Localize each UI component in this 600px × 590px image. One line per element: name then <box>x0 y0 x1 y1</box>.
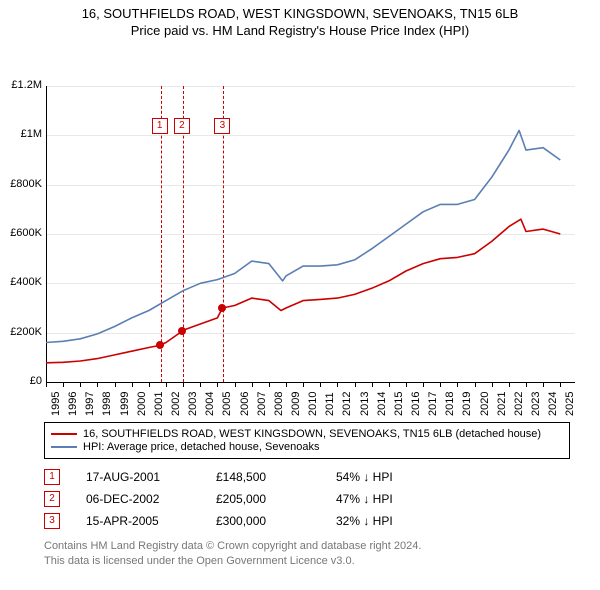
x-axis-label: 2012 <box>341 392 353 416</box>
x-axis-label: 2021 <box>496 392 508 416</box>
x-axis-label: 2011 <box>324 392 336 416</box>
title-line-2: Price paid vs. HM Land Registry's House … <box>0 23 600 38</box>
x-axis-label: 2006 <box>239 392 251 416</box>
transaction-marker: 1 <box>44 469 60 485</box>
x-axis-label: 1997 <box>84 392 96 416</box>
x-axis-label: 1999 <box>119 392 131 416</box>
x-axis-label: 2004 <box>204 392 216 416</box>
property-series-line <box>0 42 578 386</box>
transaction-vs-hpi: 32% ↓ HPI <box>336 514 496 528</box>
x-axis-label: 2025 <box>564 392 576 416</box>
chart-title-block: 16, SOUTHFIELDS ROAD, WEST KINGSDOWN, SE… <box>0 0 600 38</box>
transaction-vs-hpi: 54% ↓ HPI <box>336 470 496 484</box>
legend-swatch <box>51 446 77 448</box>
transaction-price: £148,500 <box>216 470 336 484</box>
x-axis-label: 2005 <box>221 392 233 416</box>
table-row: 2 06-DEC-2002 £205,000 47% ↓ HPI <box>44 491 570 507</box>
transaction-marker: 3 <box>44 513 60 529</box>
x-axis-label: 2023 <box>530 392 542 416</box>
transaction-price: £300,000 <box>216 514 336 528</box>
x-axis-label: 2022 <box>513 392 525 416</box>
x-axis-label: 1996 <box>67 392 79 416</box>
x-axis-label: 1998 <box>101 392 113 416</box>
table-row: 1 17-AUG-2001 £148,500 54% ↓ HPI <box>44 469 570 485</box>
footer-line: This data is licensed under the Open Gov… <box>44 554 570 569</box>
x-axis-label: 2014 <box>376 392 388 416</box>
x-axis-label: 2010 <box>307 392 319 416</box>
x-axis-label: 2018 <box>444 392 456 416</box>
x-axis-label: 2013 <box>359 392 371 416</box>
footer-line: Contains HM Land Registry data © Crown c… <box>44 539 570 554</box>
x-axis-label: 2015 <box>393 392 405 416</box>
x-axis-label: 2000 <box>136 392 148 416</box>
transaction-date: 06-DEC-2002 <box>86 492 216 506</box>
x-axis-label: 2020 <box>479 392 491 416</box>
footer-attribution: Contains HM Land Registry data © Crown c… <box>44 539 570 569</box>
x-axis-label: 2002 <box>170 392 182 416</box>
x-axis-label: 2019 <box>461 392 473 416</box>
chart: £0£200K£400K£600K£800K£1M£1.2M1995199619… <box>0 42 600 422</box>
x-axis-label: 2003 <box>187 392 199 416</box>
legend-label: 16, SOUTHFIELDS ROAD, WEST KINGSDOWN, SE… <box>83 428 541 440</box>
x-axis-label: 2017 <box>427 392 439 416</box>
x-axis-label: 2016 <box>410 392 422 416</box>
transaction-price: £205,000 <box>216 492 336 506</box>
table-row: 3 15-APR-2005 £300,000 32% ↓ HPI <box>44 513 570 529</box>
legend-item: 16, SOUTHFIELDS ROAD, WEST KINGSDOWN, SE… <box>51 428 563 440</box>
x-axis-label: 1995 <box>50 392 62 416</box>
x-axis-label: 2024 <box>547 392 559 416</box>
title-line-1: 16, SOUTHFIELDS ROAD, WEST KINGSDOWN, SE… <box>0 6 600 21</box>
transaction-marker: 2 <box>44 491 60 507</box>
x-axis-label: 2009 <box>290 392 302 416</box>
x-axis-label: 2008 <box>273 392 285 416</box>
x-axis-label: 2001 <box>153 392 165 416</box>
transaction-date: 17-AUG-2001 <box>86 470 216 484</box>
legend-item: HPI: Average price, detached house, Seve… <box>51 441 563 453</box>
transactions-table: 1 17-AUG-2001 £148,500 54% ↓ HPI 2 06-DE… <box>44 469 570 529</box>
legend: 16, SOUTHFIELDS ROAD, WEST KINGSDOWN, SE… <box>44 422 570 459</box>
transaction-date: 15-APR-2005 <box>86 514 216 528</box>
transaction-vs-hpi: 47% ↓ HPI <box>336 492 496 506</box>
legend-swatch <box>51 433 77 435</box>
x-axis-label: 2007 <box>256 392 268 416</box>
legend-label: HPI: Average price, detached house, Seve… <box>83 441 319 453</box>
